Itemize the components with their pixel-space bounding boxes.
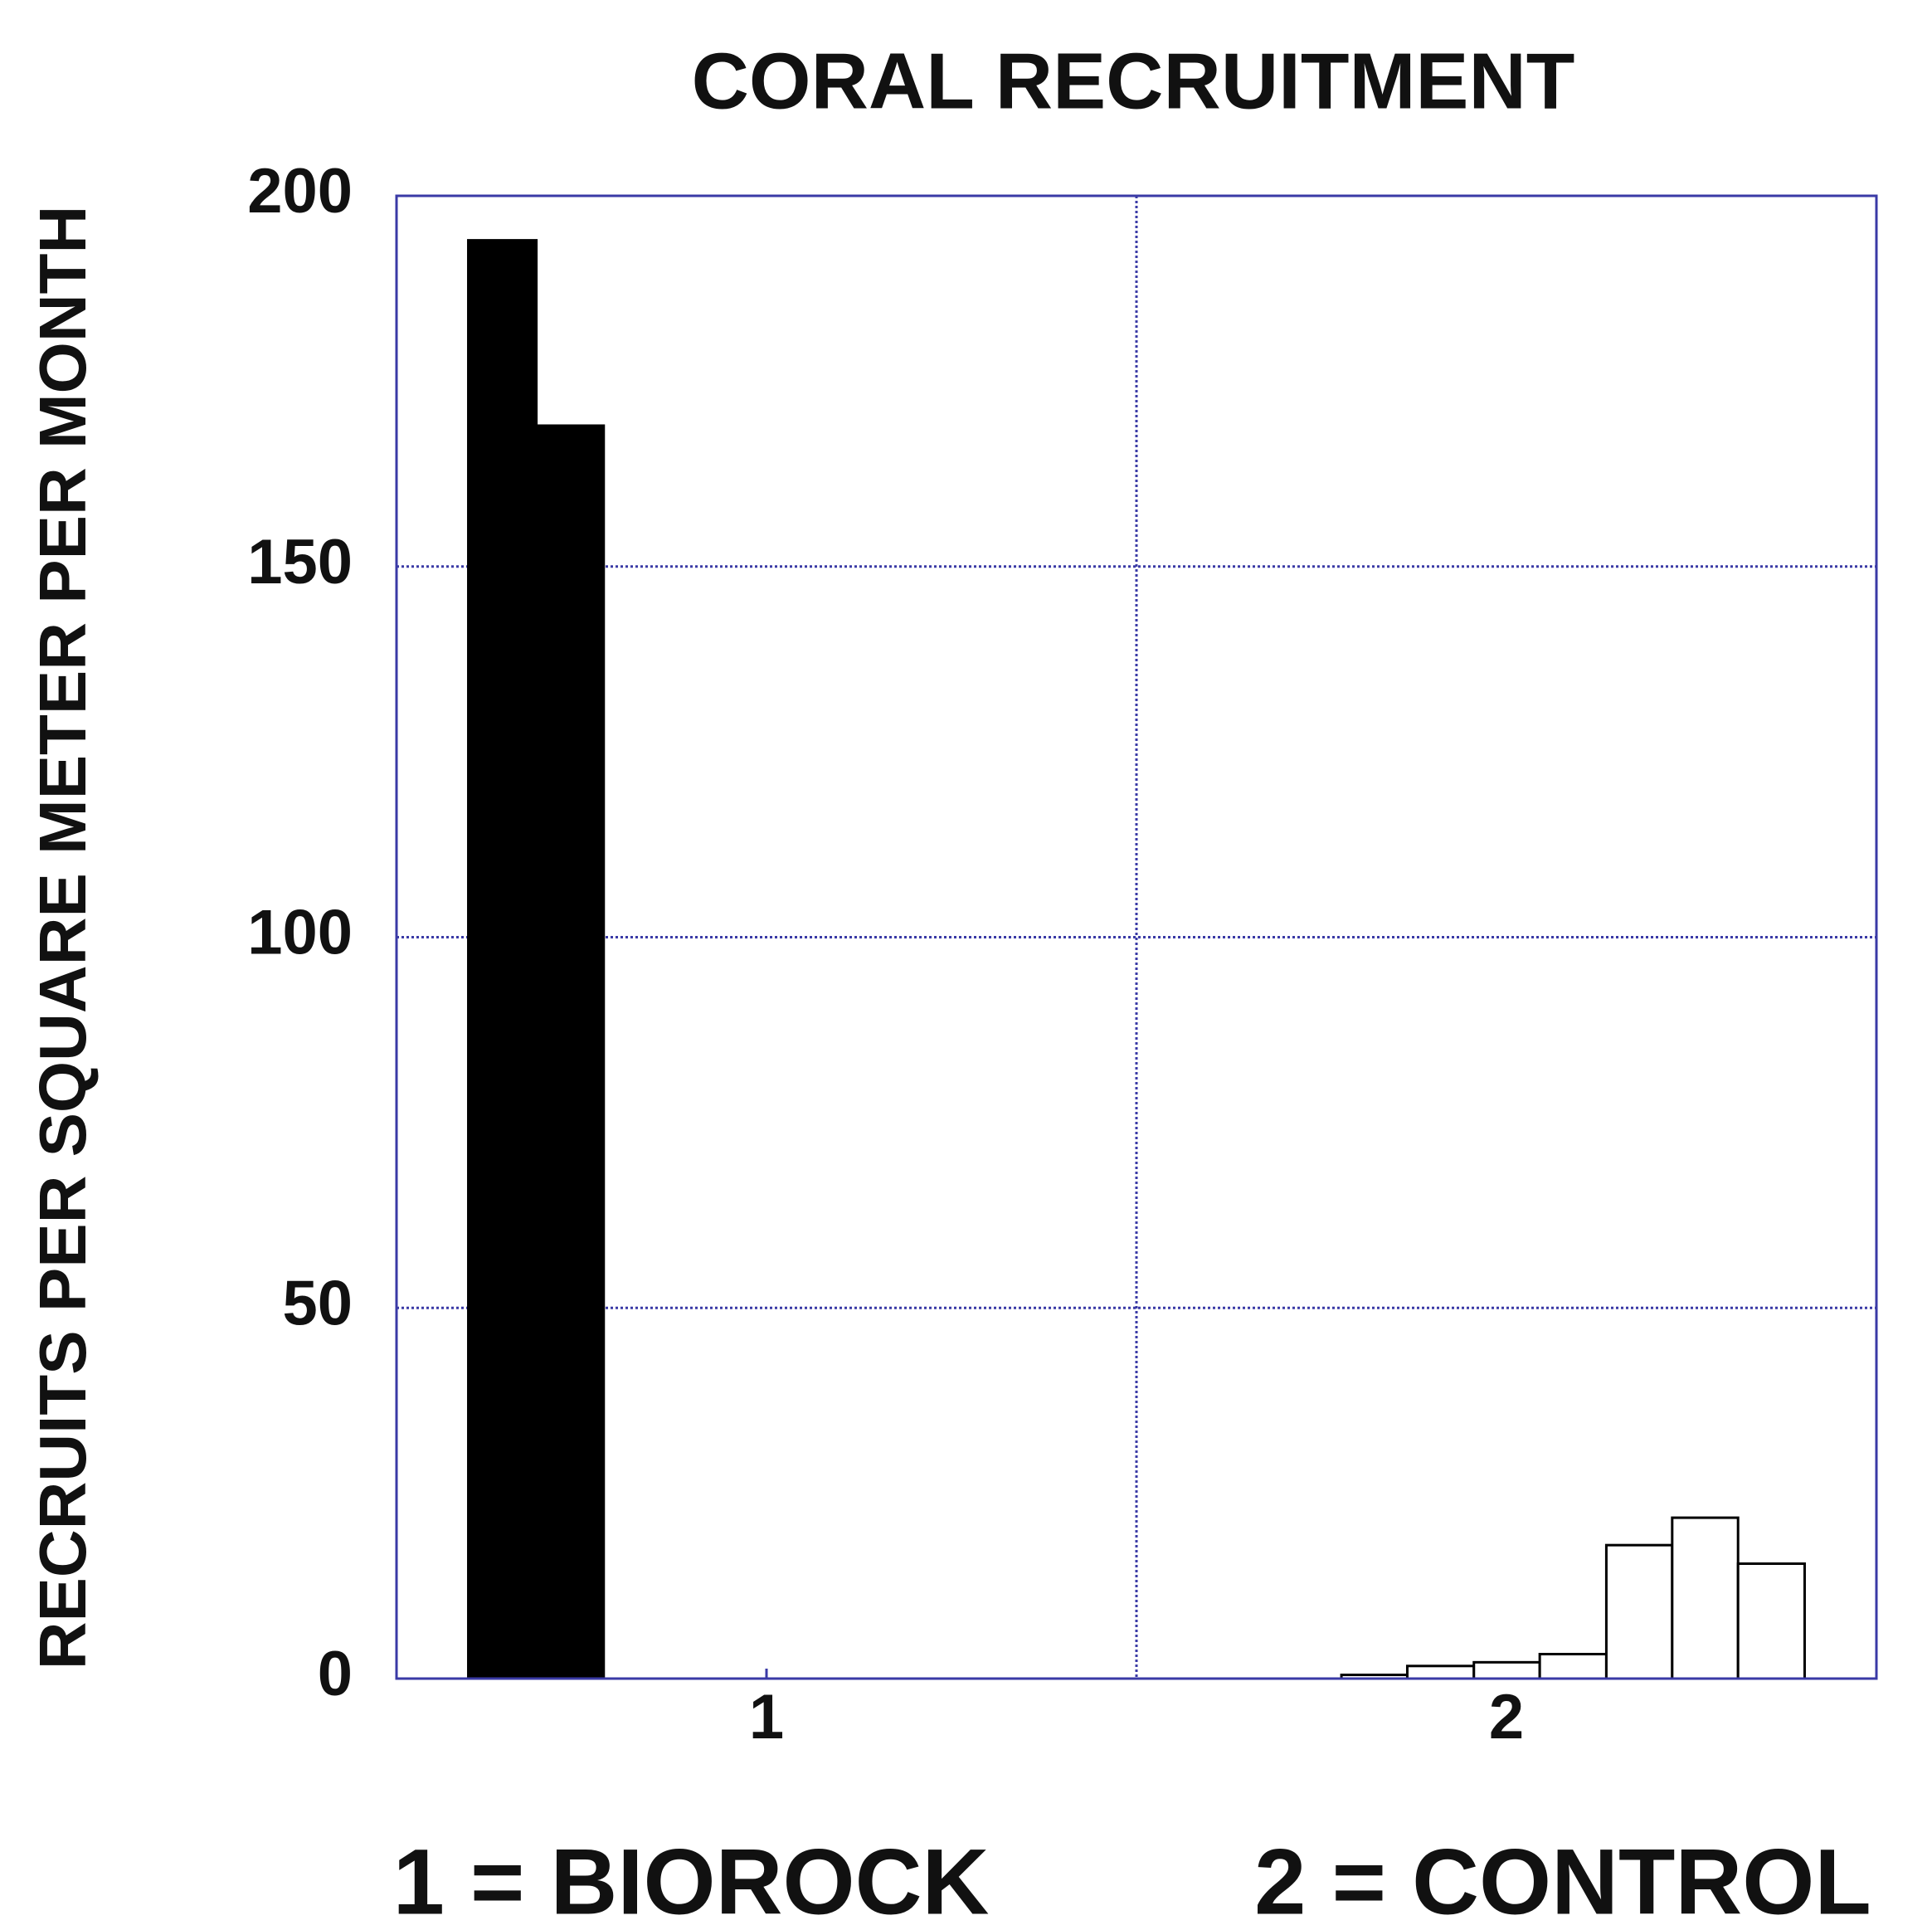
bar	[1671, 1516, 1740, 1680]
bar	[535, 424, 606, 1680]
bar	[1538, 1653, 1608, 1680]
chart-title: CORAL RECRUITMENT	[692, 37, 1575, 125]
y-tick-label: 200	[247, 156, 353, 227]
bar	[1405, 1664, 1476, 1680]
y-tick-label: 100	[247, 898, 353, 968]
y-tick-label: 150	[247, 527, 353, 597]
x-tick-label: 1	[749, 1682, 784, 1752]
bar	[1736, 1562, 1806, 1680]
bar	[1604, 1543, 1674, 1680]
bar	[1472, 1660, 1541, 1680]
legend-label: 2 = CONTROL	[1254, 1830, 1871, 1930]
y-tick-label: 50	[282, 1268, 353, 1338]
plot-frame	[395, 194, 1878, 1680]
y-axis-label: RECRUITS PER SQUARE METER PER MONTH	[26, 206, 100, 1670]
legend-label: 1 = BIOROCK	[393, 1830, 990, 1930]
x-tick-label: 2	[1489, 1682, 1524, 1752]
y-tick-label: 0	[318, 1639, 353, 1709]
bar	[467, 239, 538, 1680]
